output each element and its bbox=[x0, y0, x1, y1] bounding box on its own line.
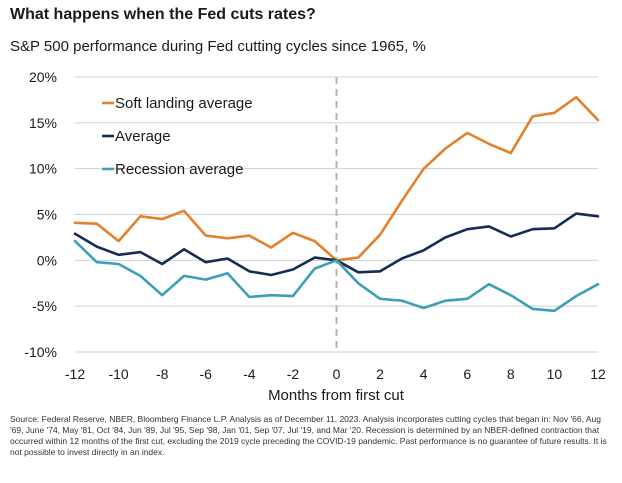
x-tick-label: 6 bbox=[463, 366, 471, 382]
x-tick-label: -12 bbox=[65, 366, 85, 382]
x-axis-label: Months from first cut bbox=[268, 387, 405, 404]
legend: Soft landing average Average Recession ave… bbox=[102, 95, 253, 178]
x-tick-label: -8 bbox=[156, 366, 169, 382]
x-tick-label: 2 bbox=[376, 366, 384, 382]
x-tick-label: 8 bbox=[507, 366, 515, 382]
y-tick-label: 0% bbox=[37, 252, 57, 268]
x-tick-label: 4 bbox=[420, 366, 428, 382]
grid-layer bbox=[75, 76, 598, 353]
series-line-2 bbox=[73, 239, 600, 313]
x-tick-label: 0 bbox=[333, 366, 341, 382]
x-tick-label: -10 bbox=[108, 366, 128, 382]
x-tick-label: -4 bbox=[243, 366, 256, 382]
x-tick-label: 12 bbox=[590, 366, 606, 382]
legend-label-1: Average bbox=[115, 128, 171, 145]
y-tick-label: 5% bbox=[37, 207, 57, 223]
y-tick-label: 20% bbox=[29, 69, 57, 85]
series-layer bbox=[73, 95, 600, 313]
y-tick-label: 10% bbox=[29, 161, 57, 177]
y-tick-label: 15% bbox=[29, 115, 57, 131]
chart-title: What happens when the Fed cuts rates? bbox=[10, 6, 316, 23]
x-tick-label: -2 bbox=[287, 366, 300, 382]
chart-subtitle: S&P 500 performance during Fed cutting c… bbox=[10, 38, 426, 55]
axis-layer: -10% -5% 0% 5% 10% 15% 20% -12 -10 -8 -6 -4 -2 0 2 4 6 8 1… bbox=[24, 69, 606, 382]
x-tick-label: 10 bbox=[547, 366, 563, 382]
y-tick-label: -5% bbox=[32, 298, 57, 314]
source-note: Source: Federal Reserve, NBER, Bloomberg… bbox=[10, 414, 607, 457]
x-tick-label: -6 bbox=[200, 366, 213, 382]
legend-label-0: Soft landing average bbox=[115, 95, 253, 112]
legend-label-2: Recession average bbox=[115, 161, 243, 178]
y-tick-label: -10% bbox=[24, 344, 57, 360]
